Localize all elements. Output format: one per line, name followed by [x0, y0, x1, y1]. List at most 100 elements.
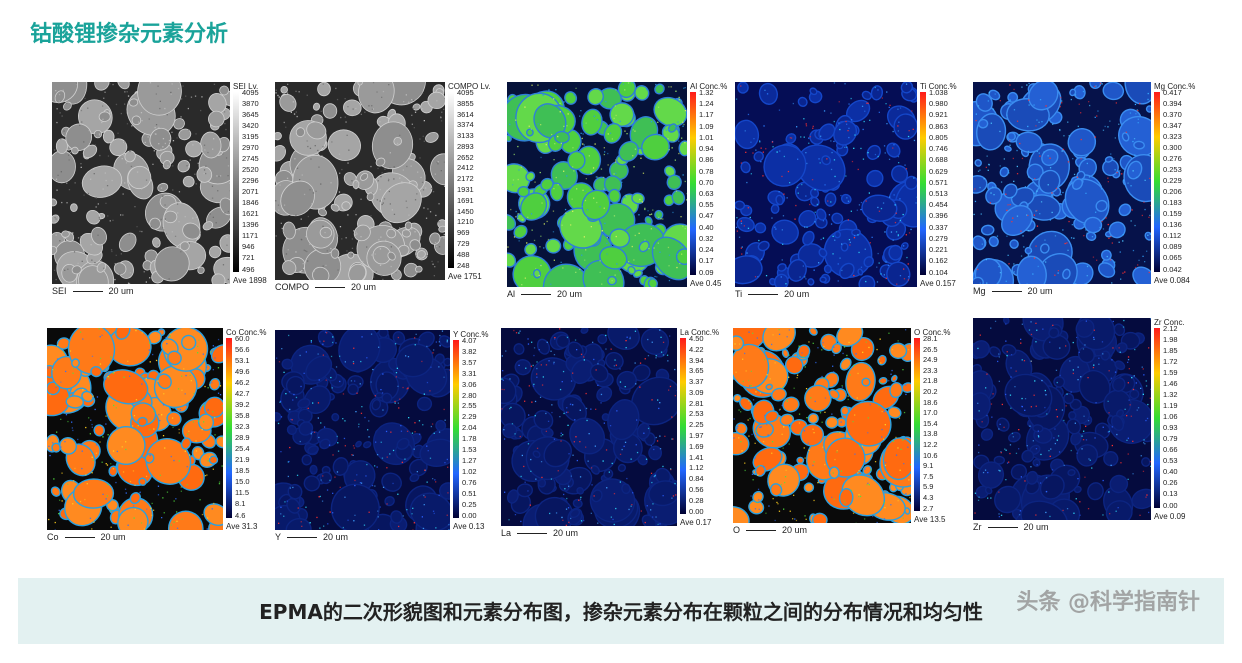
colorbar-tick: 1.98	[1163, 335, 1178, 345]
colorbar-tick: 1171	[242, 231, 259, 241]
colorbar-tick: 0.805	[929, 132, 948, 142]
colorbar-tick: 488	[457, 249, 470, 259]
colorbar-tick: 0.323	[1163, 132, 1182, 142]
average-value: Ave 0.09	[1154, 512, 1186, 521]
average-value: Ave 1751	[448, 272, 482, 281]
colorbar-tick: 2520	[242, 165, 259, 175]
colorbar-tick: 1.41	[689, 452, 704, 462]
colorbar-tick: 0.86	[699, 155, 714, 165]
element-label: La	[501, 528, 512, 538]
colorbar-tick: 0.40	[699, 222, 714, 232]
colorbar	[680, 338, 686, 514]
colorbar-tick: 729	[457, 238, 470, 248]
colorbar-tick: 0.55	[699, 200, 714, 210]
colorbar-tick: 0.065	[1163, 253, 1182, 263]
average-value: Ave 31.3	[226, 522, 258, 531]
colorbar-header: La Conc.%	[680, 328, 720, 337]
colorbar-tick: 4.6	[235, 510, 246, 520]
colorbar-tick: 4095	[242, 88, 259, 97]
colorbar-tick: 1210	[457, 217, 474, 227]
colorbar-tick: 11.5	[235, 488, 250, 498]
map-footer: SEI 20 um	[52, 286, 134, 296]
scale-label: 20 um	[1023, 522, 1049, 532]
colorbar-tick: 1621	[242, 209, 259, 219]
colorbar-tick: 0.32	[699, 233, 714, 243]
colorbar-header: O Conc.%	[914, 328, 951, 337]
colorbar-tick: 0.66	[1163, 445, 1178, 455]
colorbar-tick: 3.31	[462, 368, 477, 378]
colorbar-tick: 1.69	[689, 441, 704, 451]
colorbar-header: Mg Conc.%	[1154, 82, 1196, 91]
colorbar-ticks: 4.07 3.82 3.57 3.31 3.06 2.80 2.55 2.29 2.04 1.78…	[462, 337, 477, 519]
colorbar-tick: 0.47	[699, 211, 714, 221]
scale-bar	[64, 536, 95, 538]
colorbar-tick: 0.63	[699, 188, 714, 198]
colorbar-tick: 0.70	[699, 177, 714, 187]
colorbar-tick: 8.1	[235, 499, 246, 509]
colorbar-tick: 0.513	[929, 188, 948, 198]
colorbar-tick: 3855	[457, 98, 474, 108]
colorbar-tick: 0.417	[1163, 88, 1182, 97]
colorbar-tick: 1.32	[699, 88, 714, 97]
scale-bar	[287, 536, 318, 538]
colorbar-tick: 0.183	[1163, 198, 1182, 208]
colorbar-tick: 20.2	[923, 386, 938, 396]
colorbar-tick: 1.59	[1163, 368, 1178, 378]
colorbar-tick: 0.221	[929, 245, 948, 255]
colorbar-tick: 17.0	[923, 408, 938, 418]
page-title: 钴酸锂掺杂元素分析	[30, 22, 229, 47]
average-value: Ave 0.17	[680, 518, 712, 527]
colorbar-tick: 4.50	[689, 334, 704, 343]
colorbar-tick: 0.159	[1163, 209, 1182, 219]
colorbar-tick: 4.3	[923, 492, 934, 502]
colorbar	[920, 92, 926, 275]
colorbar-tick: 0.370	[1163, 110, 1182, 120]
colorbar-tick: 2.25	[689, 420, 704, 430]
map-footer: COMPO 20 um	[275, 282, 376, 292]
colorbar-tick: 0.229	[1163, 176, 1182, 186]
scale-label: 20 um	[351, 282, 377, 292]
element-label: Mg	[973, 286, 986, 296]
element-map-co	[47, 328, 223, 530]
colorbar-tick: 3.65	[689, 366, 704, 376]
colorbar-tick: 56.6	[235, 345, 250, 355]
average-value: Ave 1898	[233, 276, 267, 285]
average-value: Ave 0.084	[1154, 276, 1190, 285]
element-map-compo	[275, 82, 445, 280]
colorbar-tick: 0.253	[1163, 165, 1182, 175]
colorbar-tick: 0.24	[699, 245, 714, 255]
map-footer: Mg 20 um	[973, 286, 1053, 296]
average-value: Ave 0.157	[920, 279, 956, 288]
colorbar-tick: 0.337	[929, 222, 948, 232]
average-value: Ave 13.5	[914, 515, 946, 524]
element-map-al	[507, 82, 687, 287]
colorbar-tick: 0.00	[689, 506, 704, 516]
colorbar-tick: 2.29	[462, 412, 477, 422]
colorbar-tick: 0.25	[462, 499, 477, 509]
element-map-sei	[52, 82, 230, 284]
colorbar-tick: 3.06	[462, 379, 477, 389]
colorbar-tick: 28.9	[235, 433, 250, 443]
map-footer: Al 20 um	[507, 289, 582, 299]
colorbar-tick: 1.85	[1163, 346, 1178, 356]
colorbar-tick: 13.8	[923, 429, 938, 439]
colorbar-tick: 39.2	[235, 400, 250, 410]
colorbar-tick: 28.1	[923, 334, 938, 343]
colorbar-header: COMPO Lv.	[448, 82, 491, 91]
colorbar-tick: 1.06	[1163, 412, 1178, 422]
colorbar-tick: 2893	[457, 141, 474, 151]
colorbar-ticks: 0.417 0.394 0.370 0.347 0.323 0.300 0.276 0.253…	[1163, 89, 1182, 273]
scale-bar	[987, 526, 1018, 528]
colorbar-tick: 3.09	[689, 387, 704, 397]
scale-label: 20 um	[108, 286, 134, 296]
colorbar-tick: 721	[242, 253, 255, 263]
colorbar-tick: 3.94	[689, 355, 704, 365]
colorbar-tick: 3.37	[689, 377, 704, 387]
scale-bar	[746, 529, 777, 531]
colorbar-tick: 0.40	[1163, 467, 1178, 477]
colorbar-ticks: 28.1 26.5 24.9 23.3 21.8 20.2 18.6 17.0 15.4 13.8…	[923, 335, 938, 512]
colorbar-tick: 0.921	[929, 110, 948, 120]
colorbar-tick: 1.53	[462, 445, 477, 455]
colorbar-tick: 1.01	[699, 132, 714, 142]
element-map-y	[275, 330, 450, 530]
